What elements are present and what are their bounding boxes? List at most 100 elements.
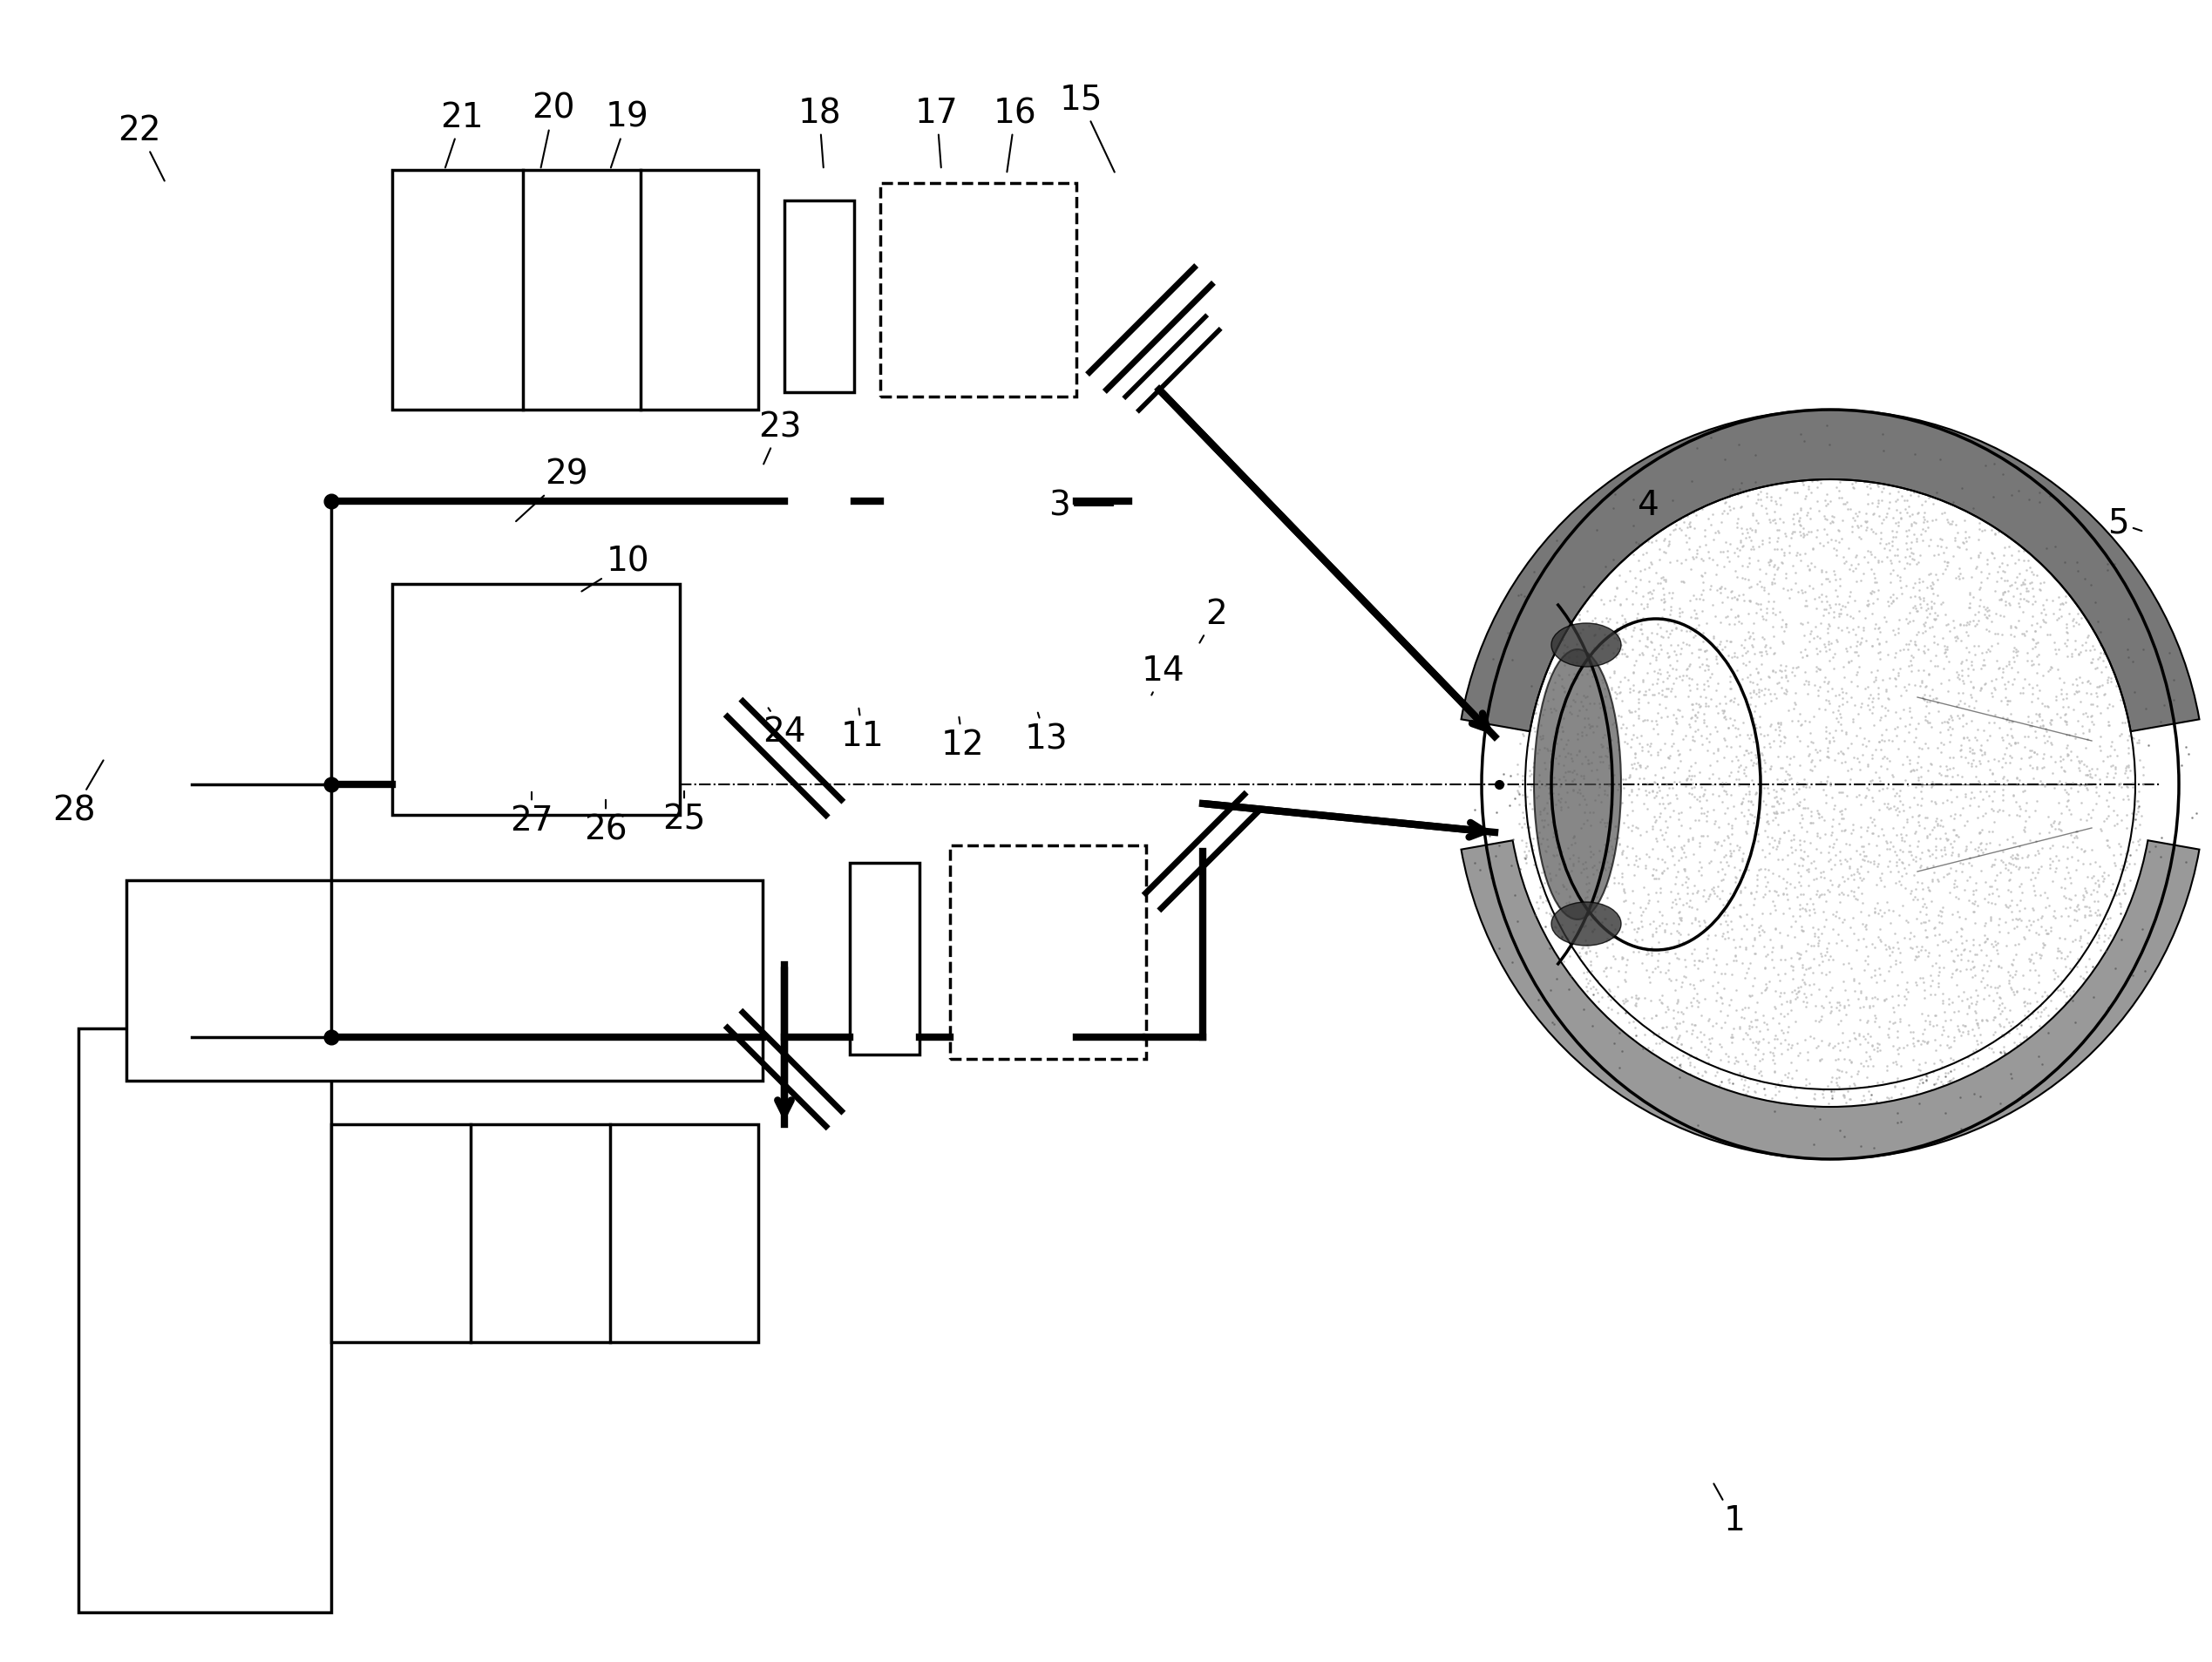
Point (1984, 997, 2020, 1024)
Point (1849, 1047, 1885, 1074)
Point (1772, 540, 1807, 567)
Point (1672, 535, 1708, 562)
Point (1652, 652, 1688, 678)
Point (1659, 966, 1694, 992)
Point (1588, 927, 1624, 954)
Point (1960, 841, 1995, 868)
Point (1891, 494, 1927, 520)
Point (2011, 745, 2046, 771)
Point (1752, 507, 1787, 534)
Point (1754, 547, 1790, 573)
Point (1672, 1049, 1708, 1075)
Point (2073, 703, 2108, 730)
Point (1756, 640, 1792, 666)
Point (1566, 681, 1601, 708)
Point (1699, 693, 1734, 720)
Point (2073, 761, 2108, 788)
Point (2004, 879, 2039, 906)
Point (1577, 560, 1613, 587)
Point (1586, 854, 1621, 881)
Point (1686, 986, 1721, 1012)
Point (1849, 490, 1885, 517)
Point (1588, 563, 1624, 590)
Point (1577, 899, 1613, 926)
Point (1750, 823, 1785, 849)
Point (1666, 969, 1701, 996)
Point (1677, 773, 1712, 799)
Point (1528, 899, 1564, 926)
Point (2106, 879, 2141, 906)
Point (2000, 891, 2035, 917)
Point (1986, 603, 2022, 630)
Point (2013, 866, 2048, 892)
Point (1604, 946, 1639, 972)
Point (1986, 1037, 2022, 1064)
Point (1863, 618, 1898, 645)
Point (1723, 891, 1759, 917)
Point (1546, 874, 1582, 901)
Point (1677, 971, 1712, 997)
Point (2008, 578, 2044, 605)
Point (1807, 961, 1843, 987)
Point (1506, 811, 1542, 838)
Point (1997, 666, 2033, 693)
Point (1615, 678, 1650, 705)
Point (1975, 987, 2011, 1014)
Point (1812, 668, 1847, 695)
Point (1663, 517, 1699, 543)
Point (2002, 854, 2037, 881)
Point (1938, 527, 1973, 553)
Point (1712, 839, 1747, 866)
Point (1692, 721, 1728, 748)
Point (1712, 610, 1747, 637)
Point (1849, 509, 1885, 535)
Point (1878, 1089, 1913, 1115)
Point (1639, 783, 1674, 809)
Point (1759, 788, 1794, 814)
Point (1900, 765, 1936, 791)
Point (1991, 1019, 2026, 1045)
Point (1626, 1004, 1661, 1030)
Point (1840, 455, 1876, 482)
Point (1854, 804, 1889, 831)
Point (1840, 1059, 1876, 1085)
Point (1927, 499, 1962, 525)
Point (1575, 841, 1610, 868)
Point (1898, 932, 1933, 959)
Point (1949, 612, 1984, 638)
Point (1551, 758, 1586, 784)
Point (1854, 658, 1889, 685)
Point (1825, 750, 1860, 776)
Point (1674, 726, 1710, 753)
Point (1648, 1054, 1683, 1080)
Point (1511, 711, 1546, 738)
Point (1515, 753, 1551, 779)
Point (1723, 846, 1759, 873)
Point (1798, 1007, 1834, 1034)
Point (1900, 467, 1936, 494)
Point (1670, 653, 1705, 680)
Point (1730, 819, 1765, 846)
Point (1955, 740, 1991, 766)
Point (1922, 525, 1958, 552)
Point (1847, 507, 1882, 534)
Point (1849, 986, 1885, 1012)
Point (1876, 994, 1911, 1020)
Point (1568, 863, 1604, 889)
Point (1960, 982, 1995, 1009)
Point (1712, 494, 1747, 520)
Point (1933, 510, 1969, 537)
Point (2059, 891, 2095, 917)
Point (1723, 527, 1759, 553)
Point (1787, 637, 1823, 663)
Point (1885, 848, 1920, 874)
Point (1785, 966, 1820, 992)
Point (1604, 592, 1639, 618)
Point (1741, 472, 1776, 499)
Point (1783, 863, 1818, 889)
Point (2028, 602, 2064, 628)
Point (1604, 871, 1639, 897)
Point (2008, 1030, 2044, 1057)
Point (1732, 600, 1767, 627)
Point (1993, 613, 2028, 640)
